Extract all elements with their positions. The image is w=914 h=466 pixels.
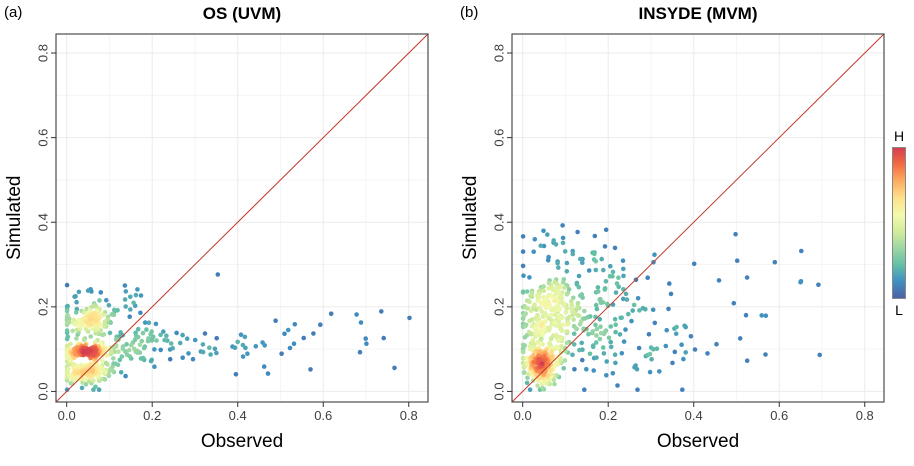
svg-text:0.2: 0.2 <box>35 298 50 316</box>
svg-text:0.2: 0.2 <box>599 408 617 423</box>
svg-text:0.8: 0.8 <box>491 44 506 62</box>
panel-b-title: INSYDE (MVM) <box>638 4 758 23</box>
panel-b-xlabel: Observed <box>656 431 740 452</box>
svg-text:0.4: 0.4 <box>491 213 506 231</box>
svg-text:0.6: 0.6 <box>314 408 332 423</box>
svg-text:0.4: 0.4 <box>685 408 703 423</box>
svg-text:0.8: 0.8 <box>400 408 418 423</box>
panel-a-plot: 0.0 0.0 0.2 0.2 0.4 0.4 0.6 0.6 0.8 0.8 <box>35 33 429 423</box>
panel-a-xlabel: Observed <box>200 431 284 452</box>
svg-text:0.4: 0.4 <box>229 408 247 423</box>
panel-a-letter: (a) <box>4 4 23 21</box>
svg-text:0.0: 0.0 <box>514 408 532 423</box>
panel-a: (a) OS (UVM) Simulated 0.0 0.0 0.2 0.2 0.4 0.… <box>0 0 437 466</box>
panel-b-plot: 0.0 0.0 0.2 0.2 0.4 0.4 0.6 0.6 0.8 0.8 <box>491 33 885 423</box>
panel-b-letter: (b) <box>460 4 479 21</box>
svg-text:0.6: 0.6 <box>491 129 506 147</box>
panel-a-title: OS (UVM) <box>202 4 282 23</box>
svg-text:0.0: 0.0 <box>58 408 76 423</box>
svg-text:0.6: 0.6 <box>770 408 788 423</box>
colorbar-high-label: H <box>893 128 905 144</box>
colorbar-gradient <box>892 147 906 299</box>
colorbar-low-label: L <box>895 302 903 318</box>
svg-text:0.8: 0.8 <box>35 44 50 62</box>
svg-text:0.2: 0.2 <box>491 298 506 316</box>
svg-text:0.6: 0.6 <box>35 129 50 147</box>
svg-text:0.0: 0.0 <box>35 382 50 400</box>
svg-text:0.2: 0.2 <box>143 408 161 423</box>
panel-b: (b) INSYDE (MVM) Simulated 0.0 0.0 0.2 0.2 0… <box>456 0 893 466</box>
svg-text:0.0: 0.0 <box>491 382 506 400</box>
svg-text:0.8: 0.8 <box>856 408 874 423</box>
density-colorbar: H L <box>887 128 911 318</box>
svg-text:0.4: 0.4 <box>35 213 50 231</box>
